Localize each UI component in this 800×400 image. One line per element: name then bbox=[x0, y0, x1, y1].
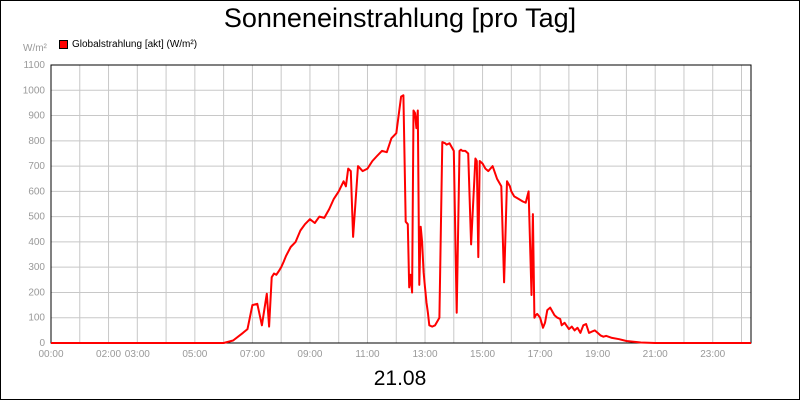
y-tick-label: 0 bbox=[39, 338, 45, 349]
x-tick-label: 07:00 bbox=[240, 349, 265, 360]
y-tick-label: 500 bbox=[28, 212, 45, 223]
x-tick-label: 15:00 bbox=[470, 349, 495, 360]
x-tick-label: 02:00 bbox=[96, 349, 121, 360]
x-tick-label: 05:00 bbox=[182, 349, 207, 360]
legend-label: Globalstrahlung [akt] (W/m²) bbox=[72, 39, 198, 50]
x-tick-label: 13:00 bbox=[413, 349, 438, 360]
y-tick-label: 900 bbox=[28, 111, 45, 122]
y-tick-label: 300 bbox=[28, 262, 45, 273]
x-tick-label: 21:00 bbox=[643, 349, 668, 360]
series-line-globalstrahlung bbox=[51, 94, 751, 344]
legend: Globalstrahlung [akt] (W/m²) bbox=[59, 39, 197, 50]
x-tick-label: 11:00 bbox=[355, 349, 380, 360]
chart-title: Sonneneinstrahlung [pro Tag] bbox=[223, 3, 577, 33]
x-tick-label: 17:00 bbox=[528, 349, 553, 360]
plot-area bbox=[51, 65, 751, 343]
y-unit-label: W/m² bbox=[23, 43, 47, 54]
x-tick-label: 00:00 bbox=[38, 349, 63, 360]
y-tick-label: 1100 bbox=[23, 60, 45, 71]
y-tick-label: 1000 bbox=[23, 85, 46, 96]
legend-swatch bbox=[59, 40, 68, 49]
x-tick-label: 03:00 bbox=[125, 349, 150, 360]
date-label: 21.08 bbox=[373, 367, 427, 390]
y-tick-label: 400 bbox=[28, 237, 45, 248]
y-tick-label: 800 bbox=[28, 136, 45, 147]
plot-border bbox=[50, 64, 752, 344]
y-tick-label: 700 bbox=[28, 161, 45, 172]
x-tick-label: 09:00 bbox=[297, 349, 322, 360]
x-tick-label: 23:00 bbox=[700, 349, 725, 360]
y-tick-label: 100 bbox=[28, 313, 45, 324]
y-tick-label: 600 bbox=[28, 186, 45, 197]
x-tick-label: 19:00 bbox=[585, 349, 610, 360]
y-tick-label: 200 bbox=[28, 287, 45, 298]
